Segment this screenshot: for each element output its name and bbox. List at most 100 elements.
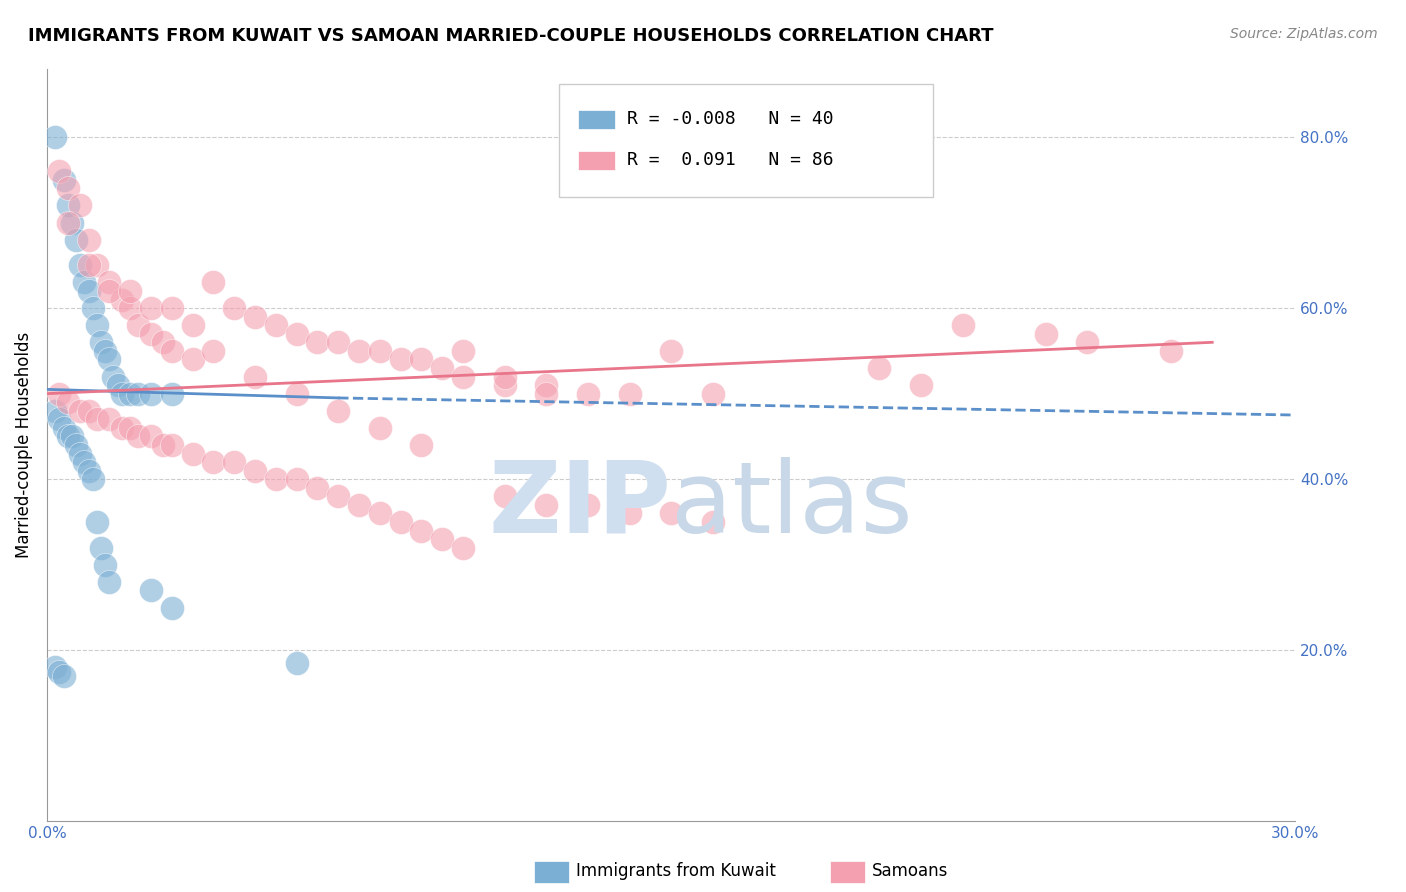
Point: [120, 301, 142, 315]
Point: [82, 301, 104, 315]
Point: [90, 335, 112, 350]
Text: Source: ZipAtlas.com: Source: ZipAtlas.com: [1230, 27, 1378, 41]
Point: [152, 335, 174, 350]
Point: [328, 489, 350, 503]
Point: [619, 507, 641, 521]
Point: [48, 164, 70, 178]
Point: [73, 276, 96, 290]
Point: [94, 343, 117, 358]
Point: [56, 429, 79, 443]
Point: [494, 489, 516, 503]
Point: [202, 455, 225, 469]
Point: [411, 524, 433, 538]
Point: [77, 464, 100, 478]
Point: [243, 310, 266, 324]
Point: [69, 198, 91, 212]
Point: [224, 455, 246, 469]
Point: [77, 258, 100, 272]
Point: [285, 386, 308, 401]
Point: [264, 318, 287, 333]
Point: [389, 352, 412, 367]
Point: [48, 665, 70, 679]
Point: [56, 181, 79, 195]
Point: [111, 293, 134, 307]
FancyBboxPatch shape: [578, 110, 614, 128]
Point: [56, 395, 79, 409]
Point: [494, 378, 516, 392]
Point: [910, 378, 932, 392]
Point: [1035, 326, 1057, 341]
Point: [139, 301, 162, 315]
Point: [69, 403, 91, 417]
Point: [411, 438, 433, 452]
Point: [328, 335, 350, 350]
Point: [65, 233, 87, 247]
Point: [52, 173, 75, 187]
Point: [60, 215, 83, 229]
Point: [98, 574, 121, 589]
Point: [98, 412, 121, 426]
Point: [56, 198, 79, 212]
Point: [868, 361, 890, 376]
Point: [328, 403, 350, 417]
Point: [307, 335, 329, 350]
FancyBboxPatch shape: [558, 84, 934, 196]
Point: [111, 421, 134, 435]
Point: [243, 464, 266, 478]
Point: [368, 507, 391, 521]
Point: [94, 558, 117, 572]
Point: [659, 507, 682, 521]
Text: R = -0.008   N = 40: R = -0.008 N = 40: [627, 110, 834, 128]
Point: [368, 421, 391, 435]
Point: [368, 343, 391, 358]
Point: [432, 361, 454, 376]
Point: [451, 541, 474, 555]
Point: [86, 258, 108, 272]
Point: [285, 326, 308, 341]
Point: [702, 515, 724, 529]
Text: R =  0.091   N = 86: R = 0.091 N = 86: [627, 152, 834, 169]
Point: [243, 369, 266, 384]
Point: [44, 130, 66, 145]
Point: [202, 343, 225, 358]
Point: [86, 412, 108, 426]
Point: [98, 352, 121, 367]
Point: [48, 412, 70, 426]
Y-axis label: Married-couple Households: Married-couple Households: [15, 332, 32, 558]
Point: [536, 498, 558, 512]
Point: [44, 660, 66, 674]
Point: [160, 343, 183, 358]
Point: [202, 276, 225, 290]
Point: [952, 318, 974, 333]
Point: [432, 532, 454, 546]
Point: [160, 386, 183, 401]
Point: [52, 421, 75, 435]
Point: [160, 301, 183, 315]
Point: [103, 369, 125, 384]
Point: [52, 669, 75, 683]
Point: [77, 233, 100, 247]
Point: [127, 429, 149, 443]
Point: [451, 343, 474, 358]
Point: [56, 215, 79, 229]
Point: [181, 446, 204, 460]
Point: [48, 386, 70, 401]
Point: [536, 386, 558, 401]
Point: [389, 515, 412, 529]
Point: [264, 472, 287, 486]
Text: IMMIGRANTS FROM KUWAIT VS SAMOAN MARRIED-COUPLE HOUSEHOLDS CORRELATION CHART: IMMIGRANTS FROM KUWAIT VS SAMOAN MARRIED…: [28, 27, 994, 45]
Point: [60, 429, 83, 443]
Point: [73, 455, 96, 469]
Point: [139, 583, 162, 598]
Point: [69, 258, 91, 272]
Point: [494, 369, 516, 384]
Point: [451, 369, 474, 384]
Point: [536, 378, 558, 392]
Point: [98, 284, 121, 298]
Point: [1160, 343, 1182, 358]
Text: Immigrants from Kuwait: Immigrants from Kuwait: [576, 863, 776, 880]
Point: [160, 438, 183, 452]
Point: [1076, 335, 1098, 350]
Point: [98, 276, 121, 290]
Point: [181, 318, 204, 333]
